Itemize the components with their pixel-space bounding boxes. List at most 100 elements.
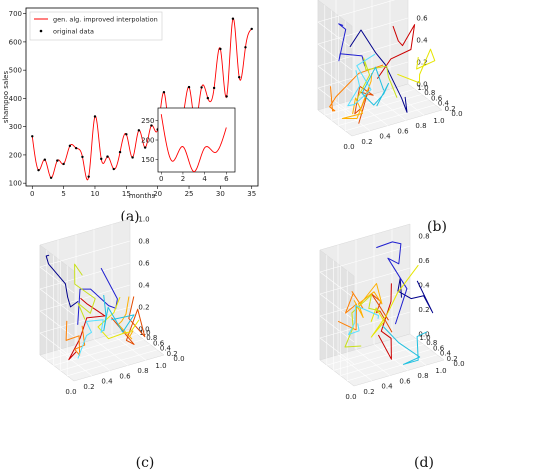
y-tick-label: 0.4 xyxy=(438,100,450,108)
x-tick-label: 20 xyxy=(153,190,162,198)
trajectory-line xyxy=(344,294,381,348)
z-tick-label: 0.2 xyxy=(138,304,149,312)
trajectory-line xyxy=(376,241,408,325)
y-tick-label: 300 xyxy=(9,123,22,131)
grid-line xyxy=(355,349,391,376)
inset-y-tick-label: 250 xyxy=(141,117,154,125)
x-tick-label: 0.2 xyxy=(83,383,94,391)
y-tick-label: 400 xyxy=(9,95,22,103)
data-point xyxy=(200,86,203,89)
grid-line xyxy=(39,266,75,294)
data-point xyxy=(237,76,241,79)
data-point xyxy=(150,124,153,127)
data-point xyxy=(31,135,34,138)
trajectory-line xyxy=(338,23,366,67)
x-tick-label: 0.4 xyxy=(101,378,113,386)
grid-line xyxy=(337,354,373,382)
trajectory-line xyxy=(376,24,416,79)
panel-a-legend xyxy=(29,11,163,41)
inset-x-tick-label: 4 xyxy=(202,175,207,183)
grid-line xyxy=(317,39,409,67)
grid-line xyxy=(353,99,389,126)
y-tick-label: 0.6 xyxy=(153,339,165,347)
floor xyxy=(319,333,445,387)
inset-x-tick-label: 0 xyxy=(159,175,163,183)
grid-line xyxy=(333,344,424,371)
grid-line xyxy=(345,104,436,132)
trajectory-line xyxy=(68,297,106,361)
grid-line xyxy=(317,87,353,115)
z-tick-label: 0.4 xyxy=(416,37,428,45)
inset-frame xyxy=(157,107,236,173)
inset-x-tick-label: 2 xyxy=(181,175,185,183)
grid-line xyxy=(319,267,411,295)
x-tick-label: 30 xyxy=(216,190,225,198)
trajectory-line xyxy=(361,66,389,107)
y-tick-label: 0.2 xyxy=(447,355,458,363)
x-tick-label: 15 xyxy=(122,190,131,198)
z-tick-label: 0.4 xyxy=(138,282,150,290)
grid-line xyxy=(319,245,411,273)
trajectory-line xyxy=(77,319,104,359)
inset-x-tick-label: 6 xyxy=(224,175,229,183)
legend-label-original: original data xyxy=(53,28,94,36)
y-tick-label: 200 xyxy=(9,151,22,159)
x-tick-label: 1.0 xyxy=(155,362,166,370)
y-tick-label: 0.2 xyxy=(167,350,178,358)
y-tick-label: 600 xyxy=(9,38,22,46)
trajectory-line xyxy=(74,263,96,320)
z-tick-label: 0.0 xyxy=(418,331,429,339)
x-tick-label: 0.6 xyxy=(397,127,409,135)
y-tick-label: 0.4 xyxy=(440,350,452,358)
data-point xyxy=(187,85,191,89)
y-tick-label: 500 xyxy=(9,67,22,75)
data-point xyxy=(231,17,235,20)
grid-line xyxy=(391,338,427,366)
trajectory-line xyxy=(348,305,379,335)
grid-line xyxy=(53,339,144,366)
data-point xyxy=(244,46,247,49)
y-tick-label: 0.4 xyxy=(160,345,172,353)
legend-label-interpolation: gen. alg. improved interpolation xyxy=(53,16,158,24)
x-tick-label: 0 xyxy=(30,190,34,198)
grid-line xyxy=(331,94,422,121)
data-point xyxy=(68,144,72,148)
y-tick-label: 0.0 xyxy=(451,110,462,118)
data-point xyxy=(49,176,53,180)
trajectory-line xyxy=(355,57,398,101)
x-tick-label: 10 xyxy=(91,190,100,198)
x-tick-label: 0.8 xyxy=(417,372,428,380)
y-tick-label: 0.2 xyxy=(445,105,456,113)
z-tick-label: 0.6 xyxy=(138,260,150,268)
grid-line xyxy=(46,333,137,361)
data-point xyxy=(137,129,141,132)
trajectory-line xyxy=(97,296,140,340)
data-point xyxy=(112,167,115,171)
grid-line xyxy=(347,354,438,382)
grid-line xyxy=(319,289,411,317)
data-point xyxy=(74,146,78,150)
data-point xyxy=(43,158,47,161)
x-tick-label: 25 xyxy=(185,190,194,198)
inset-y-tick-label: 150 xyxy=(141,156,154,164)
inset-line xyxy=(160,114,227,173)
z-tick-label: 0.4 xyxy=(418,282,430,290)
trajectory-line xyxy=(353,283,383,318)
trajectory-line xyxy=(111,296,146,345)
inset-y-tick-label: 200 xyxy=(141,137,154,145)
trajectory-line xyxy=(370,264,419,338)
data-point xyxy=(250,27,253,31)
x-tick-label: 0.6 xyxy=(119,372,131,380)
y-tick-label: 0.6 xyxy=(433,344,445,352)
y-tick-label: 100 xyxy=(9,180,22,188)
x-tick-label: 0.0 xyxy=(343,143,354,151)
floor xyxy=(317,83,443,137)
data-point xyxy=(125,133,128,136)
trajectory-line xyxy=(382,325,428,365)
grid-line xyxy=(317,43,353,71)
z-tick-label: 0.0 xyxy=(416,81,427,89)
z-tick-label: 0.2 xyxy=(418,306,429,314)
grid-line xyxy=(317,0,396,23)
x-tick-label: 0.4 xyxy=(381,383,393,391)
y-tick-label: 0.0 xyxy=(173,355,184,363)
